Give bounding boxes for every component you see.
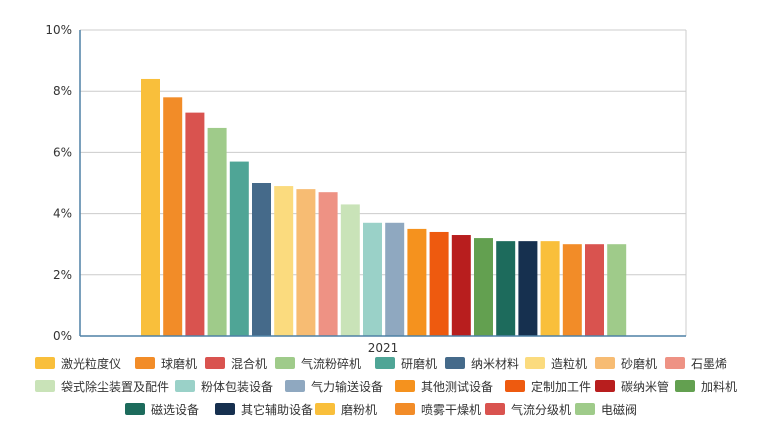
bar — [451, 235, 471, 336]
bar — [185, 112, 205, 337]
bar — [407, 228, 427, 336]
bar — [340, 204, 360, 336]
bar — [229, 161, 249, 336]
bar — [607, 244, 627, 336]
bar — [385, 222, 405, 336]
bar — [518, 241, 538, 336]
x-tick-label: 2021 — [368, 341, 399, 355]
y-tick-label: 0% — [53, 329, 72, 343]
bar — [585, 244, 604, 336]
bar — [141, 78, 160, 337]
bar — [474, 238, 493, 336]
bar — [540, 241, 560, 336]
bar — [252, 183, 271, 336]
y-tick-label: 10% — [45, 23, 72, 37]
bar — [296, 189, 316, 336]
bar — [207, 127, 227, 336]
bar — [363, 222, 382, 336]
bar — [274, 186, 294, 336]
bar — [163, 97, 183, 336]
bars — [141, 78, 627, 337]
y-tick-label: 4% — [53, 207, 72, 221]
bar — [429, 231, 449, 336]
y-tick-label: 2% — [53, 268, 72, 282]
bar — [496, 241, 516, 336]
bar — [318, 192, 338, 336]
axes — [79, 30, 687, 337]
y-tick-label: 6% — [53, 145, 72, 159]
y-tick-label: 8% — [53, 84, 72, 98]
bar — [562, 244, 582, 336]
x-axis: 2021 — [368, 341, 399, 355]
y-axis: 0% 2% 4% 6% 8% 10% — [45, 23, 72, 343]
